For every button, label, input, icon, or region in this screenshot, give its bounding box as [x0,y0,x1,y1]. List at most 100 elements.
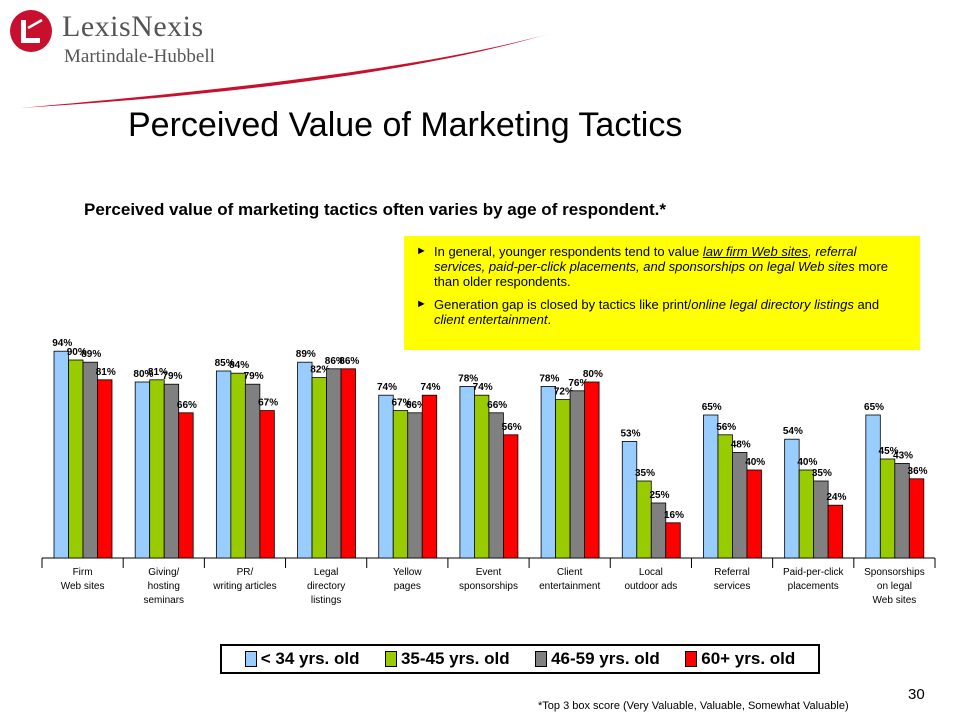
legend-swatch [685,651,698,667]
page-number: 30 [908,686,925,703]
category-label: Yellow [393,567,422,578]
legend-label: 60+ yrs. old [701,649,796,668]
category-label: outdoor ads [624,581,677,592]
data-label: 81% [148,367,168,378]
finding-2-part-3: and [853,297,880,312]
bar [894,462,910,559]
bar [82,361,98,559]
finding-1-part-4: more than older respondents. [434,259,889,289]
bar [311,377,327,559]
data-label: 90% [67,347,87,358]
data-label: 80% [133,369,153,380]
bullet-arrow-icon: ► [416,245,427,257]
footnote: *Top 3 box score (Very Valuable, Valuabl… [538,700,849,712]
bar [827,504,844,559]
bar [244,383,261,559]
data-label: 35% [812,468,832,479]
category-label: Local [639,567,663,578]
category-label: Sponsorships [864,567,925,578]
category-label: Paid-per-click [783,567,845,578]
bar [908,478,925,559]
data-label: 66% [487,400,507,411]
data-label: 40% [797,457,817,468]
bar [149,379,165,559]
bar [134,381,151,559]
data-label: 82% [310,365,330,376]
finding-2-part-4: client entertainment [434,312,548,327]
data-label: 89% [296,349,316,360]
bar [879,458,896,559]
data-label: 89% [81,349,101,360]
bar [503,434,519,559]
bar [326,368,342,559]
bar [474,394,490,559]
data-label: 94% [52,338,72,349]
legend-swatch [244,651,257,667]
page-title: Perceived Value of Marketing Tactics [128,106,683,144]
lexisnexis-logo: LexisNexis Martindale-Hubbell [6,6,246,67]
legend-item-60-plus: 60+ yrs. old [685,649,795,669]
data-label: 81% [96,367,116,378]
data-label: 79% [162,371,182,382]
data-label: 67% [391,398,411,409]
category-label: Event [476,567,502,578]
category-label: sponsorships [459,581,518,592]
bar [488,412,504,559]
finding-2-part-5: . [547,312,552,327]
bar [665,522,681,559]
data-label: 56% [716,422,736,433]
finding-1-part-2: law firm Web sites [702,244,809,259]
bar [540,385,556,559]
legend-label: < 34 yrs. old [260,649,360,668]
category-label: writing articles [212,581,276,592]
chart-legend: < 34 yrs. old 35-45 yrs. old 46-59 yrs. … [220,644,820,674]
category-label: Web sites [873,595,917,606]
category-label: Referral [714,567,750,578]
category-label: placements [788,581,839,592]
bar [259,410,275,559]
data-label: 36% [908,466,928,477]
category-label: listings [311,595,342,606]
key-findings-box: ► In general, younger respondents tend t… [404,236,920,350]
bar [53,350,69,559]
bar [340,368,356,559]
data-label: 74% [420,382,440,393]
data-label: 67% [258,398,278,409]
data-label: 86% [339,356,359,367]
data-label: 79% [244,371,264,382]
legend-swatch [535,651,548,667]
category-label: services [714,581,751,592]
finding-2-part-1: Generation gap is closed by tactics like… [434,297,692,312]
bar [421,394,438,559]
data-label: 84% [229,360,249,371]
data-label: 85% [215,358,235,369]
data-label: 86% [325,356,345,367]
bar [555,399,571,559]
category-label: seminars [143,595,184,606]
category-label: pages [394,581,421,592]
category-label: Firm [73,567,93,578]
bar [717,434,733,559]
bar [865,414,881,559]
bar [621,440,638,559]
bar [703,414,719,559]
logo-subname: Martindale-Hubbell [64,46,215,67]
bar [746,469,762,559]
data-label: 65% [702,402,722,413]
bar [569,390,585,559]
legend-swatch [384,651,397,667]
data-label: 54% [783,426,803,437]
category-label: entertainment [539,581,600,592]
data-label: 65% [864,402,884,413]
logo-mark-icon [10,10,52,52]
bar [732,451,748,559]
bar [97,379,113,559]
legend-label: 46-59 yrs. old [551,649,660,668]
bar [68,359,84,559]
data-label: 53% [621,428,641,439]
data-label: 78% [539,373,559,384]
category-label: Web sites [61,581,105,592]
data-label: 74% [377,382,397,393]
data-label: 40% [745,457,765,468]
finding-bullet-2: ► Generation gap is closed by tactics li… [416,297,908,327]
